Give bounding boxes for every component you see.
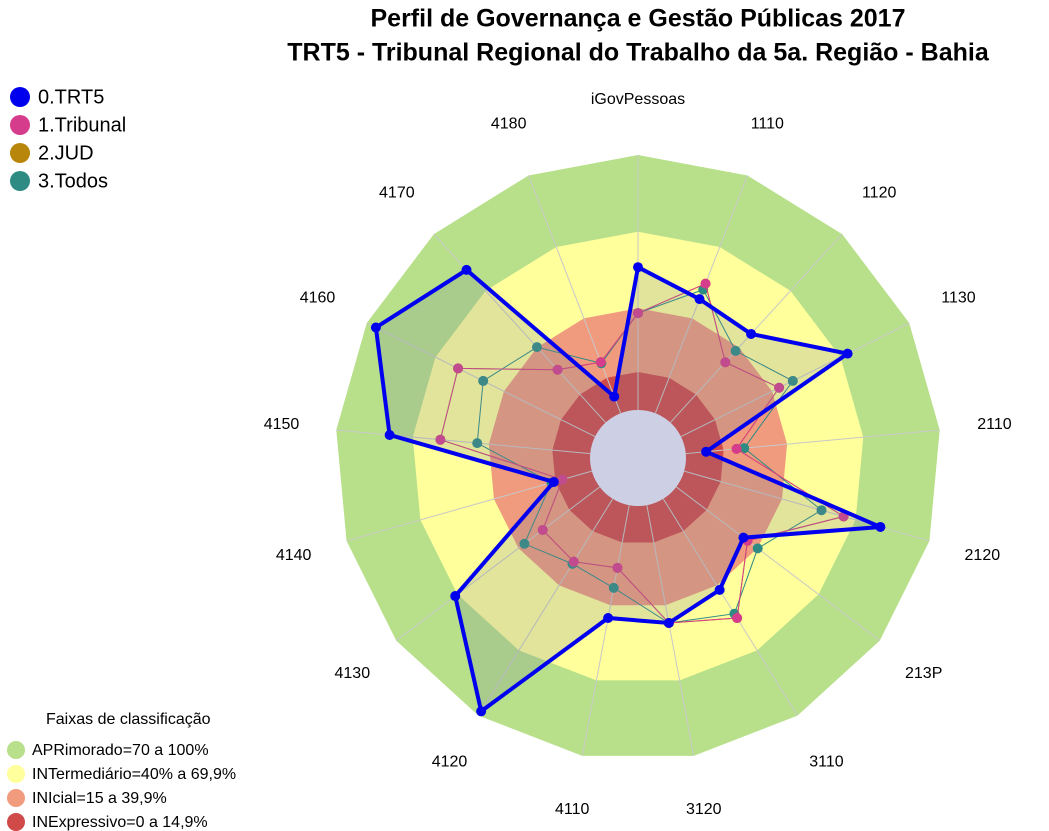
series-point — [461, 264, 472, 275]
series-point — [714, 584, 725, 595]
legend-label: 1.Tribunal — [38, 114, 126, 136]
series-point — [720, 357, 731, 368]
series-point — [875, 521, 886, 532]
category-label: 3110 — [809, 754, 844, 771]
category-label: 4130 — [335, 665, 371, 682]
series-point — [519, 538, 530, 549]
series-point — [476, 706, 487, 717]
series-point — [746, 328, 757, 339]
series-point — [603, 612, 614, 623]
series-point — [557, 474, 568, 485]
series-point — [816, 505, 827, 516]
spoke — [528, 175, 622, 414]
spoke — [646, 505, 695, 756]
legend-label: 3.Todos — [38, 170, 108, 192]
category-label: 4120 — [432, 754, 468, 771]
center-hole — [590, 410, 686, 506]
spoke — [669, 233, 843, 423]
spoke — [685, 429, 940, 455]
series-point — [450, 591, 461, 602]
series-point — [701, 446, 712, 457]
spoke — [684, 470, 930, 542]
category-label: 2110 — [977, 416, 1012, 433]
legend-label: 0.TRT5 — [38, 86, 104, 108]
spoke — [654, 175, 748, 414]
series-point — [738, 532, 749, 543]
band-legend-marker — [7, 789, 25, 807]
series-point — [531, 342, 542, 353]
legend-marker — [10, 87, 30, 107]
spoke — [581, 505, 630, 756]
series-point — [453, 363, 464, 374]
series-point — [537, 524, 548, 535]
series-point — [842, 348, 853, 359]
category-label: 4170 — [379, 185, 415, 202]
band-legend-marker — [7, 813, 25, 831]
spoke — [336, 429, 591, 455]
spoke — [478, 498, 614, 716]
series-point — [730, 345, 741, 356]
legend-marker — [10, 171, 30, 191]
legend-marker — [10, 115, 30, 135]
series-line — [476, 288, 823, 624]
spoke — [433, 233, 607, 423]
category-label: iGovPessoas — [591, 91, 685, 108]
category-label: 4160 — [300, 290, 336, 307]
spoke — [395, 486, 600, 641]
chart-subtitle: TRT5 - Tribunal Regional do Trabalho da … — [287, 39, 990, 67]
category-label: 4180 — [491, 115, 527, 132]
category-label: 1120 — [862, 185, 897, 202]
series-point — [370, 322, 381, 333]
series-point — [731, 443, 742, 454]
series-point — [774, 382, 785, 393]
series-point — [472, 438, 483, 449]
spoke — [662, 498, 798, 716]
band-legend-marker — [7, 765, 25, 783]
category-label: 213P — [905, 665, 942, 682]
series-line — [373, 264, 882, 715]
series-point — [548, 476, 559, 487]
series-line — [439, 282, 845, 624]
series-point — [633, 308, 643, 319]
series-point — [478, 375, 489, 386]
series-point — [787, 375, 798, 386]
series-point — [609, 391, 620, 402]
series-point — [732, 613, 743, 624]
band-legend-label: INExpressivo=0 a 14,9% — [32, 814, 208, 831]
series-point — [568, 556, 579, 567]
band-legend-label: INTermediário=40% a 69,9% — [32, 766, 236, 783]
legend-marker — [10, 143, 30, 163]
series-point — [752, 543, 763, 554]
series-point — [694, 294, 705, 305]
band-legend-marker — [7, 741, 25, 759]
category-label: 1130 — [941, 290, 976, 307]
band-legend-label: APRimorado=70 a 100% — [32, 742, 209, 759]
series-point — [552, 364, 563, 375]
band-legend-label: INIcial=15 a 39,9% — [32, 790, 167, 807]
series-point — [633, 262, 643, 273]
category-label: 4150 — [264, 416, 300, 433]
category-label: 4110 — [555, 801, 590, 818]
series-point — [435, 434, 446, 445]
band-legend-title: Faixas de classificação — [46, 711, 211, 728]
series-point — [663, 617, 674, 628]
series-point — [739, 443, 750, 454]
series-point — [700, 278, 711, 289]
category-label: 1110 — [751, 115, 784, 132]
spoke — [676, 486, 881, 641]
series-point — [608, 582, 619, 593]
legend-label: 2.JUD — [38, 142, 94, 164]
category-label: 4140 — [276, 547, 312, 564]
chart-title: Perfil de Governança e Gestão Públicas 2… — [371, 5, 906, 33]
series-point — [595, 357, 606, 368]
category-label: 3120 — [686, 801, 722, 818]
series-point — [384, 429, 395, 440]
category-label: 2120 — [965, 547, 1001, 564]
series-point — [612, 562, 623, 573]
